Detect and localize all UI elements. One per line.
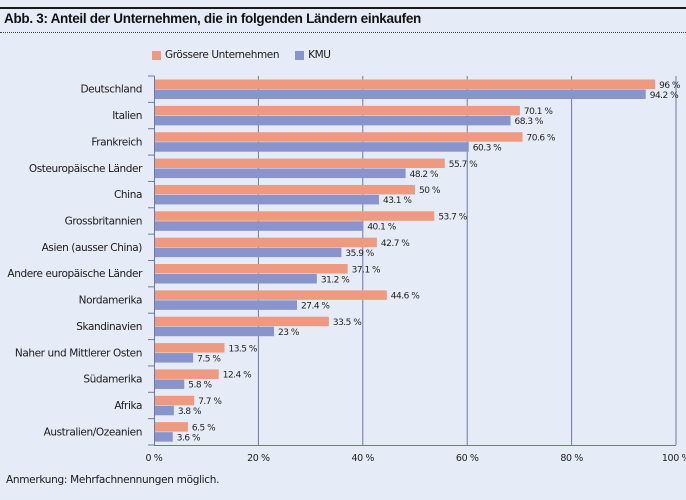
legend-item-series-0: Grössere Unternehmen [152,49,279,61]
bar-0-5 [155,211,435,221]
data-label-1-5: 40.1 % [367,223,396,233]
bar-0-3 [155,158,445,169]
data-label-1-7: 31.2 % [321,275,350,285]
bar-1-2 [155,142,469,152]
bar-1-4 [155,194,379,205]
data-label-0-2: 70.6 % [527,134,556,144]
x-tick-label-40: 40 % [352,453,375,464]
data-label-1-4: 43.1 % [383,196,412,206]
legend: Grössere Unternehmen KMU [152,49,347,61]
x-tick-label-80: 80 % [560,453,583,464]
bar-0-11 [155,369,219,379]
bar-1-1 [155,115,511,126]
data-label-0-4: 50 % [419,186,441,196]
data-label-1-3: 48.2 % [410,170,439,180]
footnote: Anmerkung: Mehrfachnennungen möglich. [6,474,220,486]
bar-0-6 [155,237,377,248]
dotted-divider [0,32,686,33]
category-label-1: Italien [112,110,142,122]
x-tick-label-0: 0 % [146,453,163,464]
data-label-0-11: 12.4 % [223,371,252,381]
data-label-1-10: 7.5 % [197,354,221,364]
bar-1-13 [155,432,173,442]
data-label-1-1: 68.3 % [515,117,544,127]
bar-0-4 [155,184,415,195]
data-label-0-6: 42.7 % [381,239,410,249]
data-label-1-6: 35.9 % [345,249,374,259]
data-label-0-7: 37.1 % [352,265,381,275]
data-label-0-8: 44.6 % [391,292,420,302]
category-label-3: Osteuropäische Länder [29,163,143,175]
bar-0-10 [155,343,225,353]
data-label-0-10: 13.5 % [228,344,257,354]
category-label-6: Asien (ausser China) [42,242,143,254]
bar-0-0 [155,79,656,89]
legend-label-series-0: Grössere Unternehmen [165,49,280,61]
category-label-8: Nordamerika [79,295,142,307]
chart-title: Abb. 3: Anteil der Unternehmen, die in f… [4,11,421,26]
data-label-1-0: 94.2 % [650,91,679,101]
bar-0-9 [155,316,329,327]
legend-label-series-1: KMU [308,49,331,61]
category-label-2: Frankreich [91,136,142,148]
bar-1-8 [155,300,298,310]
bar-1-9 [155,326,275,337]
bar-1-3 [155,168,406,179]
data-label-1-2: 60.3 % [473,144,502,154]
data-label-0-0: 96 % [659,81,681,91]
x-tick-label-100: 100 % [662,453,686,464]
bar-1-11 [155,379,185,389]
x-tick-label-60: 60 % [456,453,479,464]
data-label-0-5: 53.7 % [438,213,467,223]
category-label-0: Deutschland [81,84,143,96]
data-label-1-12: 3.8 % [178,407,202,417]
data-label-1-11: 5.8 % [188,381,212,391]
data-label-0-3: 55.7 % [449,160,478,170]
category-label-10: Naher und Mittlerer Osten [15,347,142,359]
data-label-0-1: 70.1 % [524,107,553,117]
bar-1-10 [155,353,194,363]
data-label-1-13: 3.6 % [177,433,201,443]
legend-item-series-1: KMU [295,49,331,61]
legend-swatch-series-1 [295,50,305,60]
category-label-5: Grossbritannien [65,215,142,227]
data-label-1-8: 27.4 % [301,302,330,312]
bar-1-0 [155,89,646,99]
bar-1-7 [155,274,317,284]
category-label-11: Südamerika [83,374,142,386]
category-label-12: Afrika [114,400,142,412]
x-tick-label-20: 20 % [247,453,270,464]
top-rule [0,7,686,9]
bar-1-6 [155,247,342,258]
bar-0-12 [155,395,195,406]
category-label-7: Andere europäische Länder [7,268,143,280]
category-label-13: Australien/Ozeanien [44,426,142,438]
data-label-0-9: 33.5 % [333,318,362,328]
category-label-4: China [114,189,142,201]
legend-swatch-series-0 [152,50,161,60]
data-label-0-12: 7.7 % [198,397,222,407]
bar-0-8 [155,290,387,300]
bar-0-7 [155,264,348,274]
data-label-0-13: 6.5 % [192,423,216,433]
bar-1-12 [155,405,174,416]
bar-0-13 [155,422,188,432]
bar-0-2 [155,132,523,142]
category-label-9: Skandinavien [76,321,142,333]
data-label-1-9: 23 % [278,328,300,338]
bar-0-1 [155,105,520,116]
bar-1-5 [155,221,364,231]
